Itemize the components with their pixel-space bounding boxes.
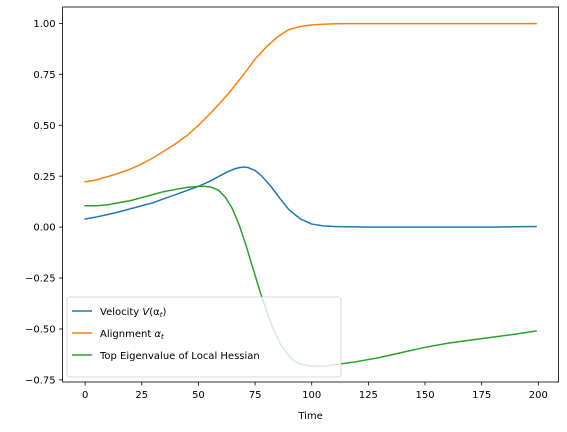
x-tick-label: 50	[192, 390, 205, 401]
axes-layer: 0 25 50 75 100 125 150 175 200 −0.75 −0.50 −0.25 0.0…	[25, 6, 559, 401]
legend-label-1: Velocity V(αt)	[100, 307, 167, 319]
legend-label-2: Alignment αt	[100, 329, 164, 341]
x-tick-label: 75	[249, 390, 262, 401]
y-tick-label: 1.00	[33, 19, 55, 30]
y-tick-label: −0.50	[25, 325, 56, 336]
x-tick-label: 125	[359, 390, 378, 401]
x-tick-label: 200	[529, 390, 548, 401]
x-tick-label: 175	[472, 390, 491, 401]
y-tick-label: 0.50	[33, 121, 55, 132]
legend: Velocity V(αt) Alignment αt Top Eigenvalue…	[66, 296, 342, 378]
series-line-2	[84, 22, 537, 183]
y-tick-label: −0.25	[25, 274, 56, 285]
y-tick-label: 0.00	[33, 223, 55, 234]
x-tick-label: 0	[82, 390, 88, 401]
plot-frame	[62, 6, 559, 383]
x-tick-label: 25	[135, 390, 148, 401]
y-tick-label: 0.75	[33, 70, 55, 81]
x-tick-label: 100	[302, 390, 321, 401]
series-line-1	[84, 166, 537, 228]
y-tick-label: −0.75	[25, 376, 56, 387]
x-axis-label: Time	[297, 411, 322, 422]
legend-box	[66, 296, 342, 378]
x-tick-label: 150	[415, 390, 434, 401]
y-tick-label: 0.25	[33, 172, 55, 183]
legend-label-3: Top Eigenvalue of Local Hessian	[99, 351, 260, 362]
